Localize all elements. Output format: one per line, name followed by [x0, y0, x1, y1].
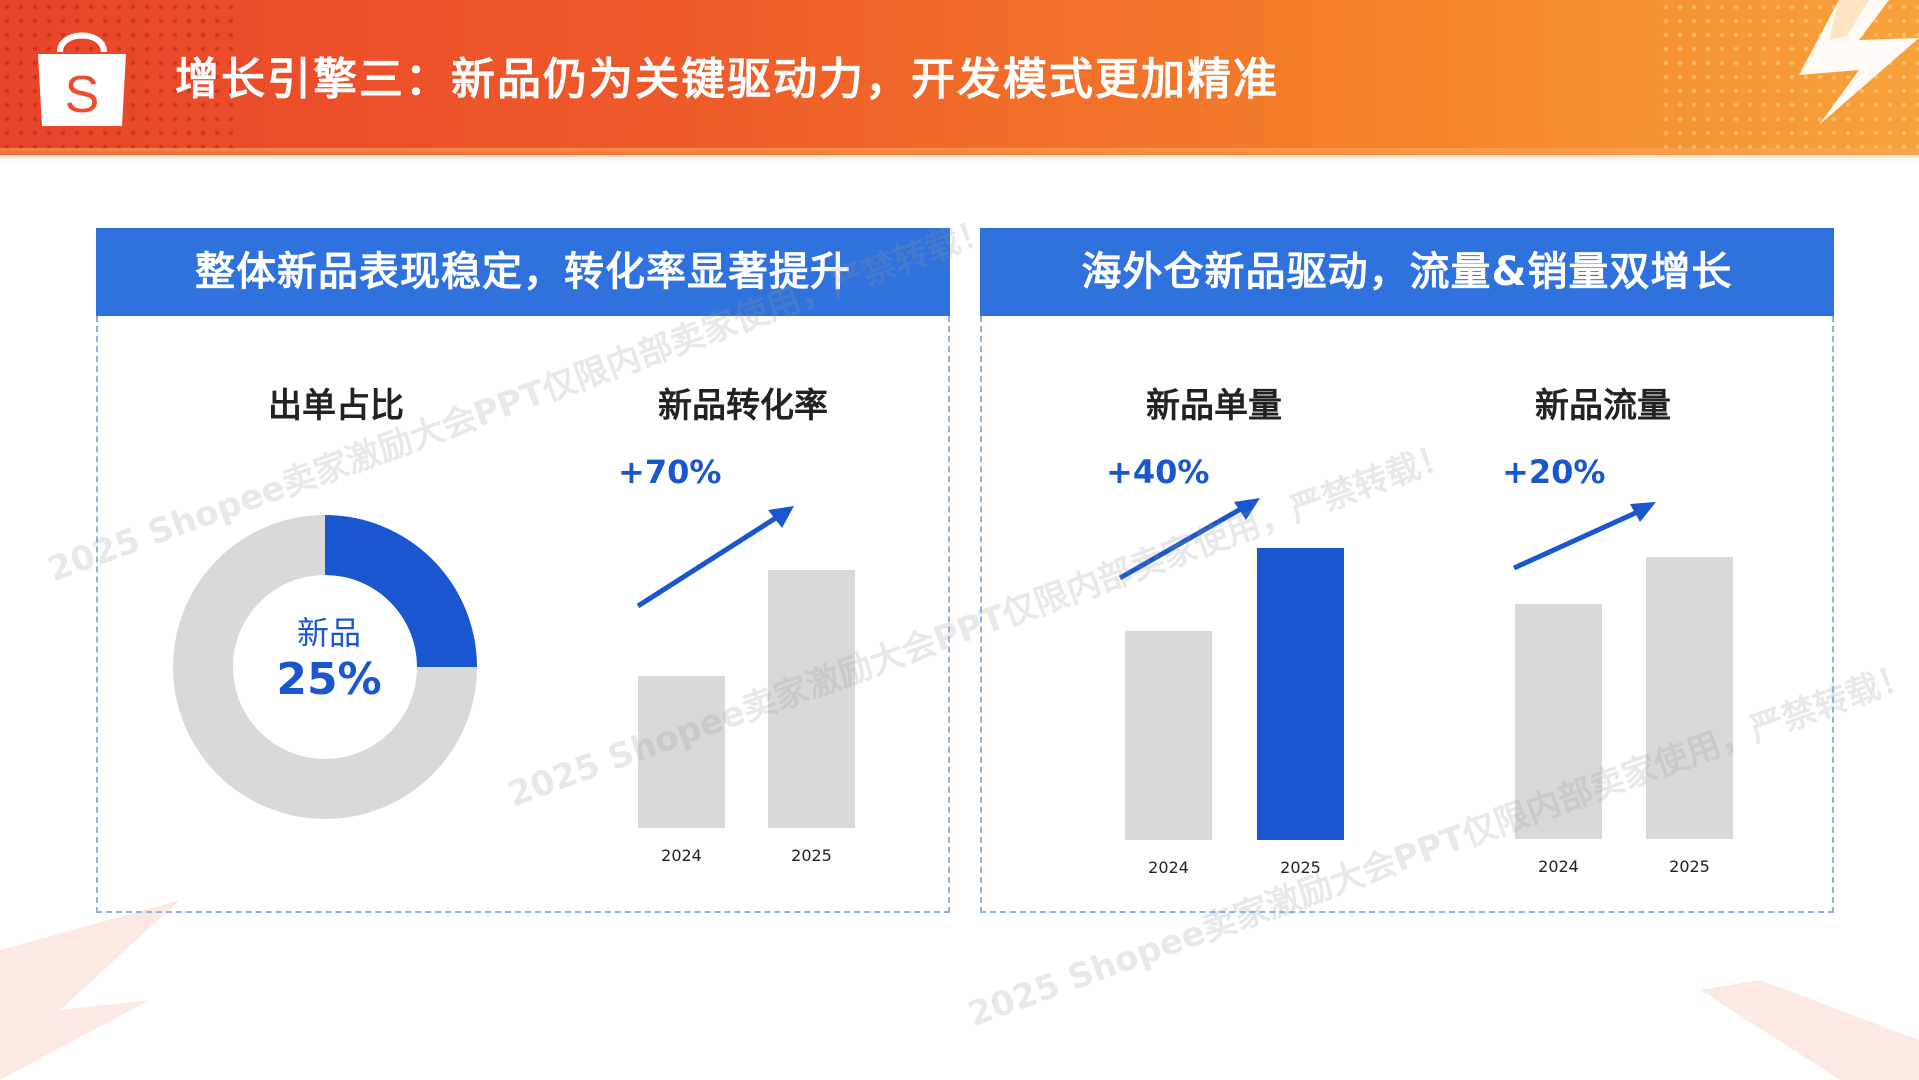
header-banner: S 增长引擎三：新品仍为关键驱动力，开发模式更加精准 — [0, 0, 1919, 155]
bar-2025 — [1257, 548, 1344, 840]
conversion-title: 新品转化率 — [658, 386, 828, 426]
donut-title: 出单占比 — [268, 386, 404, 426]
donut-slice-new-products — [325, 515, 477, 667]
corner-bolt-right-icon — [1700, 980, 1919, 1080]
shopee-bag-icon: S — [38, 32, 126, 126]
bar-label-2024: 2024 — [1148, 858, 1189, 877]
bar-label-2025: 2025 — [1669, 857, 1710, 876]
bar-2024 — [638, 676, 725, 828]
growth-arrow-icon — [1512, 502, 1656, 571]
bar-2024 — [1125, 631, 1212, 840]
page-title: 增长引擎三：新品仍为关键驱动力，开发模式更加精准 — [175, 54, 1279, 105]
bar-2025 — [768, 570, 855, 828]
donut-slice-other — [173, 515, 477, 819]
lightning-bolt-icon — [1799, 0, 1919, 125]
donut-center-value: 25% — [276, 654, 382, 705]
traffic-title: 新品流量 — [1535, 386, 1671, 426]
conversion-growth-label: +70% — [618, 453, 722, 491]
growth-arrow-icon — [636, 506, 794, 609]
corner-bolt-left-icon — [0, 900, 180, 1080]
right-panel: 海外仓新品驱动，流量&销量双增长 新品单量 +40% 2024 2025 新品流量… — [980, 228, 1834, 913]
bar-label-2025: 2025 — [791, 846, 832, 865]
bar-label-2024: 2024 — [661, 846, 702, 865]
right-panel-heading: 海外仓新品驱动，流量&销量双增长 — [980, 228, 1834, 316]
units-title: 新品单量 — [1146, 386, 1282, 426]
bar-label-2025: 2025 — [1280, 858, 1321, 877]
donut-center-name: 新品 — [296, 614, 361, 652]
donut-center-label: 新品 25% — [249, 608, 409, 705]
right-panel-body — [980, 316, 1834, 913]
traffic-growth-label: +20% — [1502, 453, 1606, 491]
bar-2024 — [1515, 604, 1602, 839]
logo-letter: S — [65, 66, 100, 124]
growth-arrow-icon — [1118, 498, 1260, 581]
units-growth-label: +40% — [1106, 453, 1210, 491]
bar-label-2024: 2024 — [1538, 857, 1579, 876]
donut-chart — [173, 515, 477, 819]
left-panel-heading: 整体新品表现稳定，转化率显著提升 — [96, 228, 950, 316]
bar-2025 — [1646, 557, 1733, 839]
left-panel-body — [96, 316, 950, 913]
left-panel: 整体新品表现稳定，转化率显著提升 出单占比 新品 25% 新品转化率 +70% … — [96, 228, 950, 913]
header-fade — [0, 148, 1919, 162]
